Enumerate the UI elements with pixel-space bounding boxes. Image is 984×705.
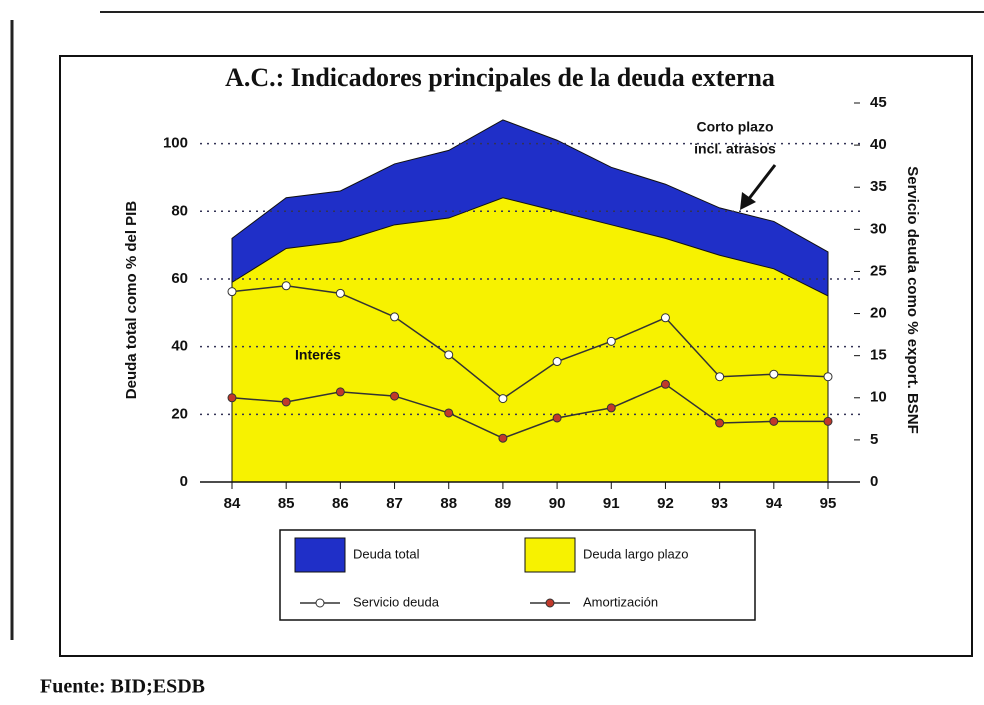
point <box>660 313 670 323</box>
point <box>498 394 508 404</box>
point <box>281 397 291 407</box>
y2-tick-label: 45 <box>870 94 887 111</box>
y2-tick-label: 15 <box>870 347 887 364</box>
point <box>769 369 779 379</box>
x-tick-label: 87 <box>386 495 403 512</box>
frame <box>59 55 973 657</box>
legend-marker <box>545 598 555 608</box>
point <box>715 418 725 428</box>
x-tick-label: 85 <box>278 495 295 512</box>
x-tick-label: 89 <box>495 495 512 512</box>
y-tick-label: 40 <box>171 338 188 355</box>
y2-tick-label: 20 <box>870 305 887 322</box>
point <box>281 281 291 291</box>
x-tick-label: 94 <box>765 495 782 512</box>
legend-swatch <box>524 537 576 573</box>
point <box>227 393 237 403</box>
point <box>498 433 508 443</box>
x-tick-label: 91 <box>603 495 620 512</box>
y2-tick-label: 10 <box>870 389 887 406</box>
point <box>444 350 454 360</box>
legend-marker <box>315 598 325 608</box>
legend-label: Amortización <box>583 594 658 609</box>
arrow <box>746 164 777 201</box>
y2-tick-label: 5 <box>870 431 878 448</box>
point <box>552 413 562 423</box>
chart-title: A.C.: Indicadores principales de la deud… <box>225 63 775 92</box>
annotation: Corto plazo <box>697 119 774 135</box>
point <box>227 287 237 297</box>
y-axis-label: Deuda total como % del PIB <box>123 201 140 400</box>
point <box>606 403 616 413</box>
legend-swatch <box>294 537 346 573</box>
annotation: incl. atrasos <box>694 141 776 157</box>
y-tick-label: 80 <box>171 202 188 219</box>
source: Fuente: BID;ESDB <box>40 676 205 698</box>
y2-tick-label: 0 <box>870 473 878 490</box>
annotation: Interés <box>295 347 341 363</box>
point <box>769 416 779 426</box>
x-tick-label: 88 <box>440 495 457 512</box>
y2-tick-label: 25 <box>870 262 887 279</box>
point <box>823 372 833 382</box>
legend-label: Deuda largo plazo <box>583 546 689 561</box>
legend-label: Deuda total <box>353 546 420 561</box>
legend-label: Servicio deuda <box>353 594 440 609</box>
point <box>715 372 725 382</box>
x-tick-label: 95 <box>820 495 837 512</box>
x-tick-label: 84 <box>224 495 241 512</box>
y2-tick-label: 35 <box>870 178 887 195</box>
y-tick-label: 100 <box>163 135 188 152</box>
y-tick-label: 0 <box>180 473 188 490</box>
y2-axis-label: Servicio deuda como % export. BSNF <box>904 166 921 434</box>
arrowhead <box>740 192 756 210</box>
point <box>606 336 616 346</box>
x-tick-label: 90 <box>549 495 566 512</box>
point <box>823 416 833 426</box>
x-tick-label: 86 <box>332 495 349 512</box>
x-tick-label: 93 <box>711 495 728 512</box>
point <box>335 387 345 397</box>
point <box>660 379 670 389</box>
point <box>552 357 562 367</box>
point <box>444 408 454 418</box>
point <box>390 312 400 322</box>
legend <box>279 529 756 621</box>
point <box>390 391 400 401</box>
y-tick-label: 20 <box>171 405 188 422</box>
line <box>231 285 829 400</box>
y2-tick-label: 40 <box>870 136 887 153</box>
x-tick-label: 92 <box>657 495 674 512</box>
y-tick-label: 60 <box>171 270 188 287</box>
y2-tick-label: 30 <box>870 220 887 237</box>
line <box>231 383 828 440</box>
point <box>335 288 345 298</box>
